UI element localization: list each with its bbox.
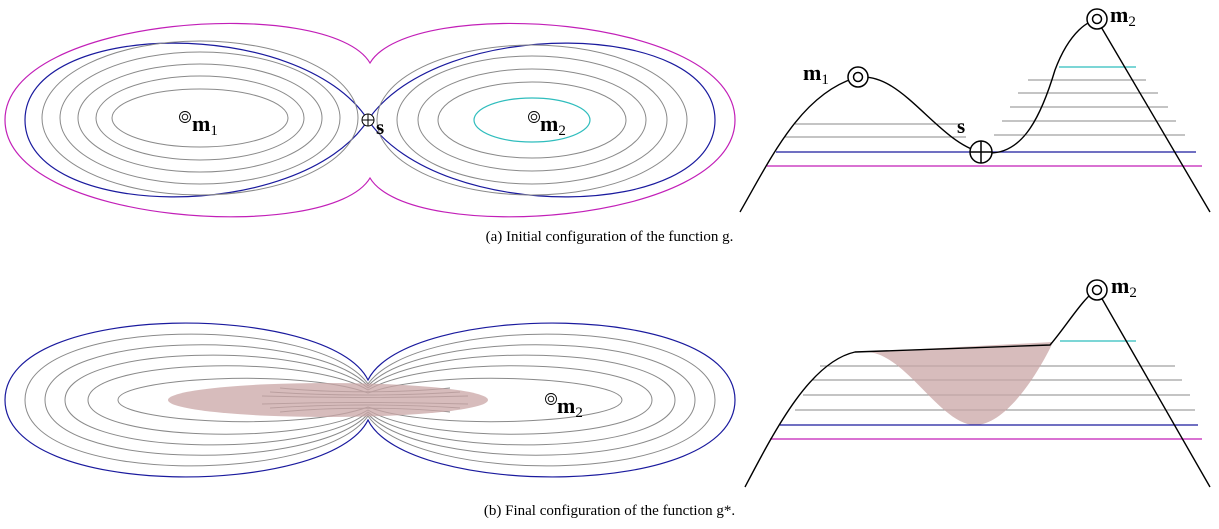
label-m1: m1	[192, 111, 218, 139]
outer-magenta-contour	[4, 22, 736, 218]
saddle-symbol	[361, 113, 375, 127]
label-m2-profile: m2	[1110, 2, 1136, 30]
profile-curve	[739, 19, 1211, 213]
caption-b: (b) Final configuration of the function …	[483, 503, 736, 519]
label-m1-profile: m1	[803, 60, 829, 88]
shaded-region-contour	[168, 383, 488, 417]
cyan-contour	[473, 97, 591, 143]
max-symbol-m2-profile-final	[1086, 279, 1108, 301]
max-symbol-m2	[528, 111, 540, 123]
contour-plot-initial: m1 m2 s	[4, 22, 736, 218]
label-m2: m2	[540, 111, 566, 139]
max-symbol-m2-profile	[1086, 8, 1108, 30]
shaded-region-profile	[866, 342, 1053, 425]
landscape-profile-final: m2	[744, 273, 1211, 488]
gray-contours-right	[376, 44, 688, 196]
max-symbol-m1	[179, 111, 191, 123]
label-m2-final: m2	[557, 393, 583, 421]
label-m2-profile-final: m2	[1111, 273, 1137, 301]
landscape-profile-initial: m1 m2 s	[739, 2, 1211, 213]
label-s: s	[376, 115, 384, 139]
saddle-symbol-profile	[969, 140, 993, 164]
max-symbol-m2-final	[545, 393, 557, 405]
contour-plot-final: m2	[4, 322, 736, 478]
max-symbol-m1-profile	[847, 66, 869, 88]
caption-a: (a) Initial configuration of the functio…	[485, 229, 734, 245]
blue-outer-contour-final	[4, 322, 736, 478]
profile-curve-final	[744, 289, 1211, 488]
label-s-profile: s	[957, 114, 965, 138]
level-lines-gray	[785, 79, 1185, 138]
gray-contours-left	[41, 40, 359, 196]
